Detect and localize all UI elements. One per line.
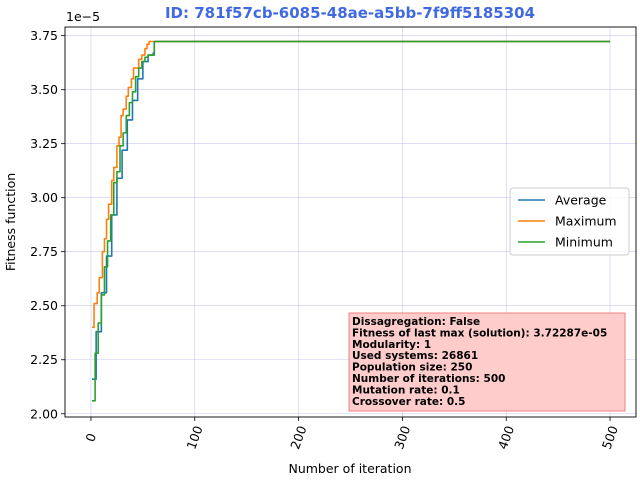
info-line: Mutation rate: 0.1 — [352, 384, 460, 396]
y-tick-label: 2.50 — [30, 298, 58, 313]
y-tick-label: 2.75 — [30, 244, 58, 259]
info-line: Population size: 250 — [352, 362, 472, 374]
info-line: Crossover rate: 0.5 — [352, 396, 465, 408]
y-axis-label: Fitness function — [3, 173, 18, 271]
y-tick-label: 2.00 — [30, 406, 58, 421]
legend-label-maximum: Maximum — [555, 214, 617, 229]
info-line: Number of iterations: 500 — [352, 373, 505, 385]
info-line: Fitness of last max (solution): 3.72287e… — [352, 327, 607, 339]
info-box-background — [348, 312, 626, 412]
y-tick-label: 3.75 — [30, 28, 58, 43]
x-axis-label: Number of iteration — [288, 461, 411, 476]
y-scale-exponent: 1e−5 — [66, 9, 100, 24]
legend-frame — [509, 187, 630, 256]
legend-label-average: Average — [555, 193, 607, 208]
chart-title: ID: 781f57cb-6085-48ae-a5bb-7f9ff5185304 — [165, 4, 535, 22]
legend: Average Maximum Minimum — [509, 187, 630, 256]
legend-label-minimum: Minimum — [555, 235, 613, 250]
y-axis-ticks: 2.00 2.25 2.50 2.75 3.00 3.25 3.50 3.75 — [30, 28, 65, 421]
series-line-maximum — [91, 40, 611, 329]
plot-frame — [64, 26, 637, 418]
y-tick-label: 3.25 — [30, 136, 58, 151]
info-line: Used systems: 26861 — [352, 350, 478, 362]
y-tick-label: 3.00 — [30, 190, 58, 205]
y-tick-label: 2.25 — [30, 352, 58, 367]
info-line: Dissagregation: False — [352, 316, 480, 328]
info-line: Modularity: 1 — [352, 339, 431, 351]
series-lines — [91, 40, 611, 402]
series-line-minimum — [91, 40, 611, 402]
y-tick-label: 3.50 — [30, 82, 58, 97]
